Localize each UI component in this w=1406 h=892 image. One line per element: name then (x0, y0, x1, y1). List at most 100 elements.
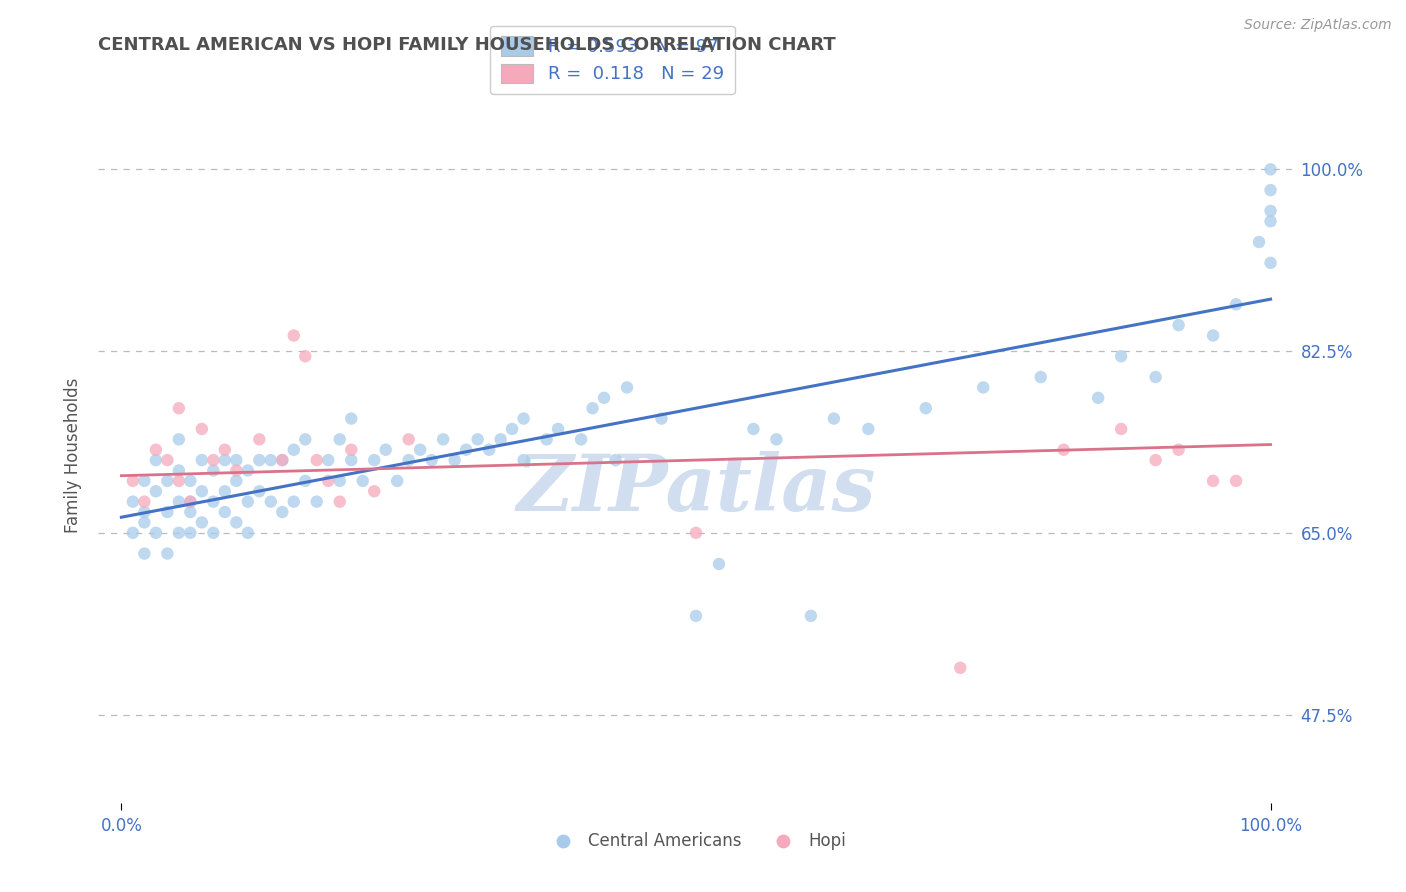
Point (340, 411, 363, 425)
Point (823, 411, 845, 425)
Point (569, 433, 592, 447)
Point (432, 433, 454, 447)
Point (156, 453, 179, 467)
Point (247, 433, 270, 447)
Point (1260, 256, 1282, 270)
Point (191, 484, 214, 499)
Point (134, 547, 156, 561)
Point (225, 453, 247, 467)
Point (547, 422, 569, 436)
Point (605, 453, 627, 467)
Text: ZIPatlas: ZIPatlas (516, 451, 876, 528)
Point (134, 474, 156, 488)
Point (214, 453, 236, 467)
Point (247, 453, 270, 467)
Point (179, 474, 201, 488)
Point (156, 505, 179, 519)
Point (489, 433, 512, 447)
Point (685, 525, 707, 540)
Point (1144, 453, 1167, 467)
Point (202, 525, 225, 540)
Point (294, 474, 316, 488)
Point (191, 422, 214, 436)
Point (1202, 474, 1225, 488)
Point (765, 433, 787, 447)
Point (225, 463, 247, 477)
Point (167, 474, 190, 488)
Point (122, 474, 145, 488)
Point (260, 494, 283, 508)
Point (145, 484, 167, 499)
Point (260, 453, 283, 467)
Point (800, 608, 823, 623)
Point (179, 505, 201, 519)
Point (145, 442, 167, 457)
Point (443, 453, 465, 467)
Point (340, 453, 363, 467)
Point (1167, 318, 1189, 332)
Point (742, 422, 765, 436)
Point (1167, 442, 1189, 457)
Point (156, 474, 179, 488)
Point (247, 484, 270, 499)
Point (329, 433, 352, 447)
Point (134, 494, 156, 508)
Y-axis label: Family Households: Family Households (65, 377, 83, 533)
Point (1087, 391, 1109, 405)
Point (858, 422, 880, 436)
Point (179, 525, 201, 540)
Point (385, 474, 409, 488)
Point (685, 608, 707, 623)
Point (145, 525, 167, 540)
Point (478, 442, 501, 457)
Point (949, 661, 972, 675)
Point (294, 433, 316, 447)
Point (236, 525, 259, 540)
Point (1144, 370, 1167, 384)
Point (225, 474, 247, 488)
Point (167, 494, 190, 508)
Point (398, 433, 420, 447)
Point (707, 557, 730, 571)
Point (398, 453, 420, 467)
Point (1260, 162, 1282, 177)
Point (122, 494, 145, 508)
Point (236, 463, 259, 477)
Point (363, 453, 385, 467)
Point (145, 453, 167, 467)
Point (1109, 422, 1132, 436)
Point (316, 453, 339, 467)
Point (179, 494, 201, 508)
Point (1053, 442, 1076, 457)
Point (271, 505, 294, 519)
Point (1260, 203, 1282, 218)
Point (271, 453, 294, 467)
Point (156, 547, 179, 561)
Point (283, 494, 305, 508)
Point (167, 463, 190, 477)
Point (202, 453, 225, 467)
Point (914, 401, 936, 416)
Point (1225, 297, 1247, 311)
Point (191, 453, 214, 467)
Point (340, 442, 363, 457)
Point (409, 442, 432, 457)
Point (650, 411, 672, 425)
Point (329, 494, 352, 508)
Point (616, 380, 638, 394)
Point (512, 453, 534, 467)
Point (1109, 349, 1132, 363)
Point (134, 505, 156, 519)
Point (202, 463, 225, 477)
Point (122, 525, 145, 540)
Point (456, 442, 478, 457)
Point (329, 474, 352, 488)
Text: CENTRAL AMERICAN VS HOPI FAMILY HOUSEHOLDS CORRELATION CHART: CENTRAL AMERICAN VS HOPI FAMILY HOUSEHOL… (98, 36, 837, 54)
Point (214, 505, 236, 519)
Point (214, 442, 236, 457)
Point (225, 516, 247, 530)
Point (294, 349, 316, 363)
Point (167, 525, 190, 540)
Point (202, 494, 225, 508)
Point (271, 453, 294, 467)
